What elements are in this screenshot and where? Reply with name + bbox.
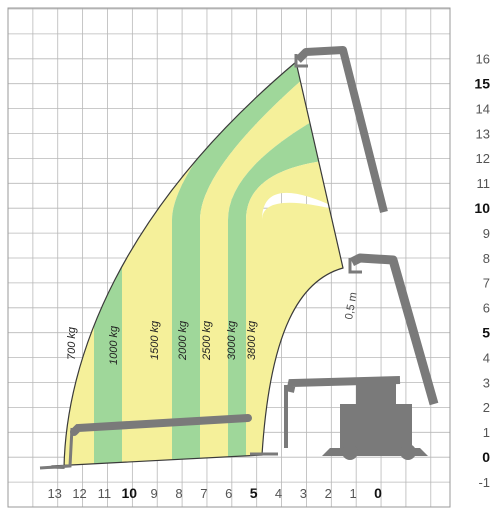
- front-wheel: [342, 444, 358, 460]
- load-envelope-outline: [47, 60, 344, 469]
- x-tick-label: 2: [325, 486, 332, 501]
- y-tick-label: 13: [476, 126, 490, 141]
- x-tick-label: 11: [98, 486, 112, 501]
- zone-label: 1000 kg: [108, 325, 120, 365]
- low-boom: [70, 414, 252, 436]
- x-tick-label: 1: [350, 486, 357, 501]
- x-tick-label: 10: [122, 485, 138, 501]
- annotation-0-5m: 0,5 m: [343, 291, 360, 320]
- zone-label: 3000 kg: [226, 320, 238, 360]
- y-tick-label: 12: [476, 151, 490, 166]
- x-tick-label: 4: [275, 486, 282, 501]
- x-tick-label: 6: [225, 486, 232, 501]
- y-tick-label: -1: [478, 475, 490, 490]
- upper-boom: [295, 46, 388, 213]
- y-tick-label: 7: [483, 276, 490, 291]
- y-tick-label: 3: [483, 375, 490, 390]
- y-tick-label: 8: [483, 251, 490, 266]
- zone-label: 2500 kg: [201, 320, 213, 361]
- upper-fork: [294, 54, 308, 68]
- y-tick-label: 16: [476, 52, 490, 67]
- grid-frame: [7, 7, 451, 508]
- zone-label: 700 kg: [66, 326, 78, 360]
- x-tick-label: 3: [300, 486, 307, 501]
- y-tick-label: 11: [477, 176, 491, 191]
- cab-roof: [368, 380, 392, 388]
- horizontal-boom: [286, 376, 401, 393]
- zone-label: 3800 kg: [246, 320, 258, 360]
- zone-label: 1500 kg: [149, 320, 161, 360]
- y-tick-label: 10: [474, 200, 490, 216]
- x-tick-label: 0: [374, 485, 382, 501]
- y-tick-label: 2: [483, 400, 490, 415]
- y-tick-label: 0: [482, 449, 490, 465]
- cab: [340, 384, 412, 450]
- x-tick-label: 8: [175, 486, 182, 501]
- y-tick-label: 14: [476, 101, 490, 116]
- load-zone-3800-kg: [246, 62, 343, 468]
- zone-label: 2000 kg: [177, 320, 189, 361]
- mid-boom: [349, 253, 439, 406]
- load-zones: [48, 62, 343, 468]
- x-tick-label: 13: [47, 486, 61, 501]
- load-zone-2500-kg: [200, 62, 318, 468]
- load-zone-labels: 700 kg 1000 kg 1500 kg 2000 kg 2500 kg 3000 k…: [66, 320, 258, 365]
- x-axis-ticks: 13 12 11 10 9 8 7 6 5 4 3 2 1 0: [47, 485, 382, 501]
- y-tick-label: 9: [483, 226, 490, 241]
- y-tick-label: 1: [483, 425, 490, 440]
- mid-fork: [348, 258, 362, 274]
- y-tick-label: 6: [483, 301, 490, 316]
- load-zone-2000-kg: [172, 62, 304, 468]
- low-fork: [39, 427, 74, 470]
- rear-wheel: [400, 444, 416, 460]
- load-zone-1500-kg: [122, 62, 288, 468]
- telehandler-silhouette: [39, 46, 439, 470]
- x-tick-label: 7: [200, 486, 207, 501]
- y-tick-label: 5: [482, 325, 490, 341]
- x-tick-label: 12: [72, 486, 86, 501]
- y-tick-label: 15: [474, 76, 490, 92]
- x-tick-label: 9: [151, 486, 158, 501]
- x-tick-label: 5: [250, 485, 258, 501]
- load-zone-1000-kg: [94, 62, 262, 468]
- y-tick-label: 4: [483, 350, 490, 365]
